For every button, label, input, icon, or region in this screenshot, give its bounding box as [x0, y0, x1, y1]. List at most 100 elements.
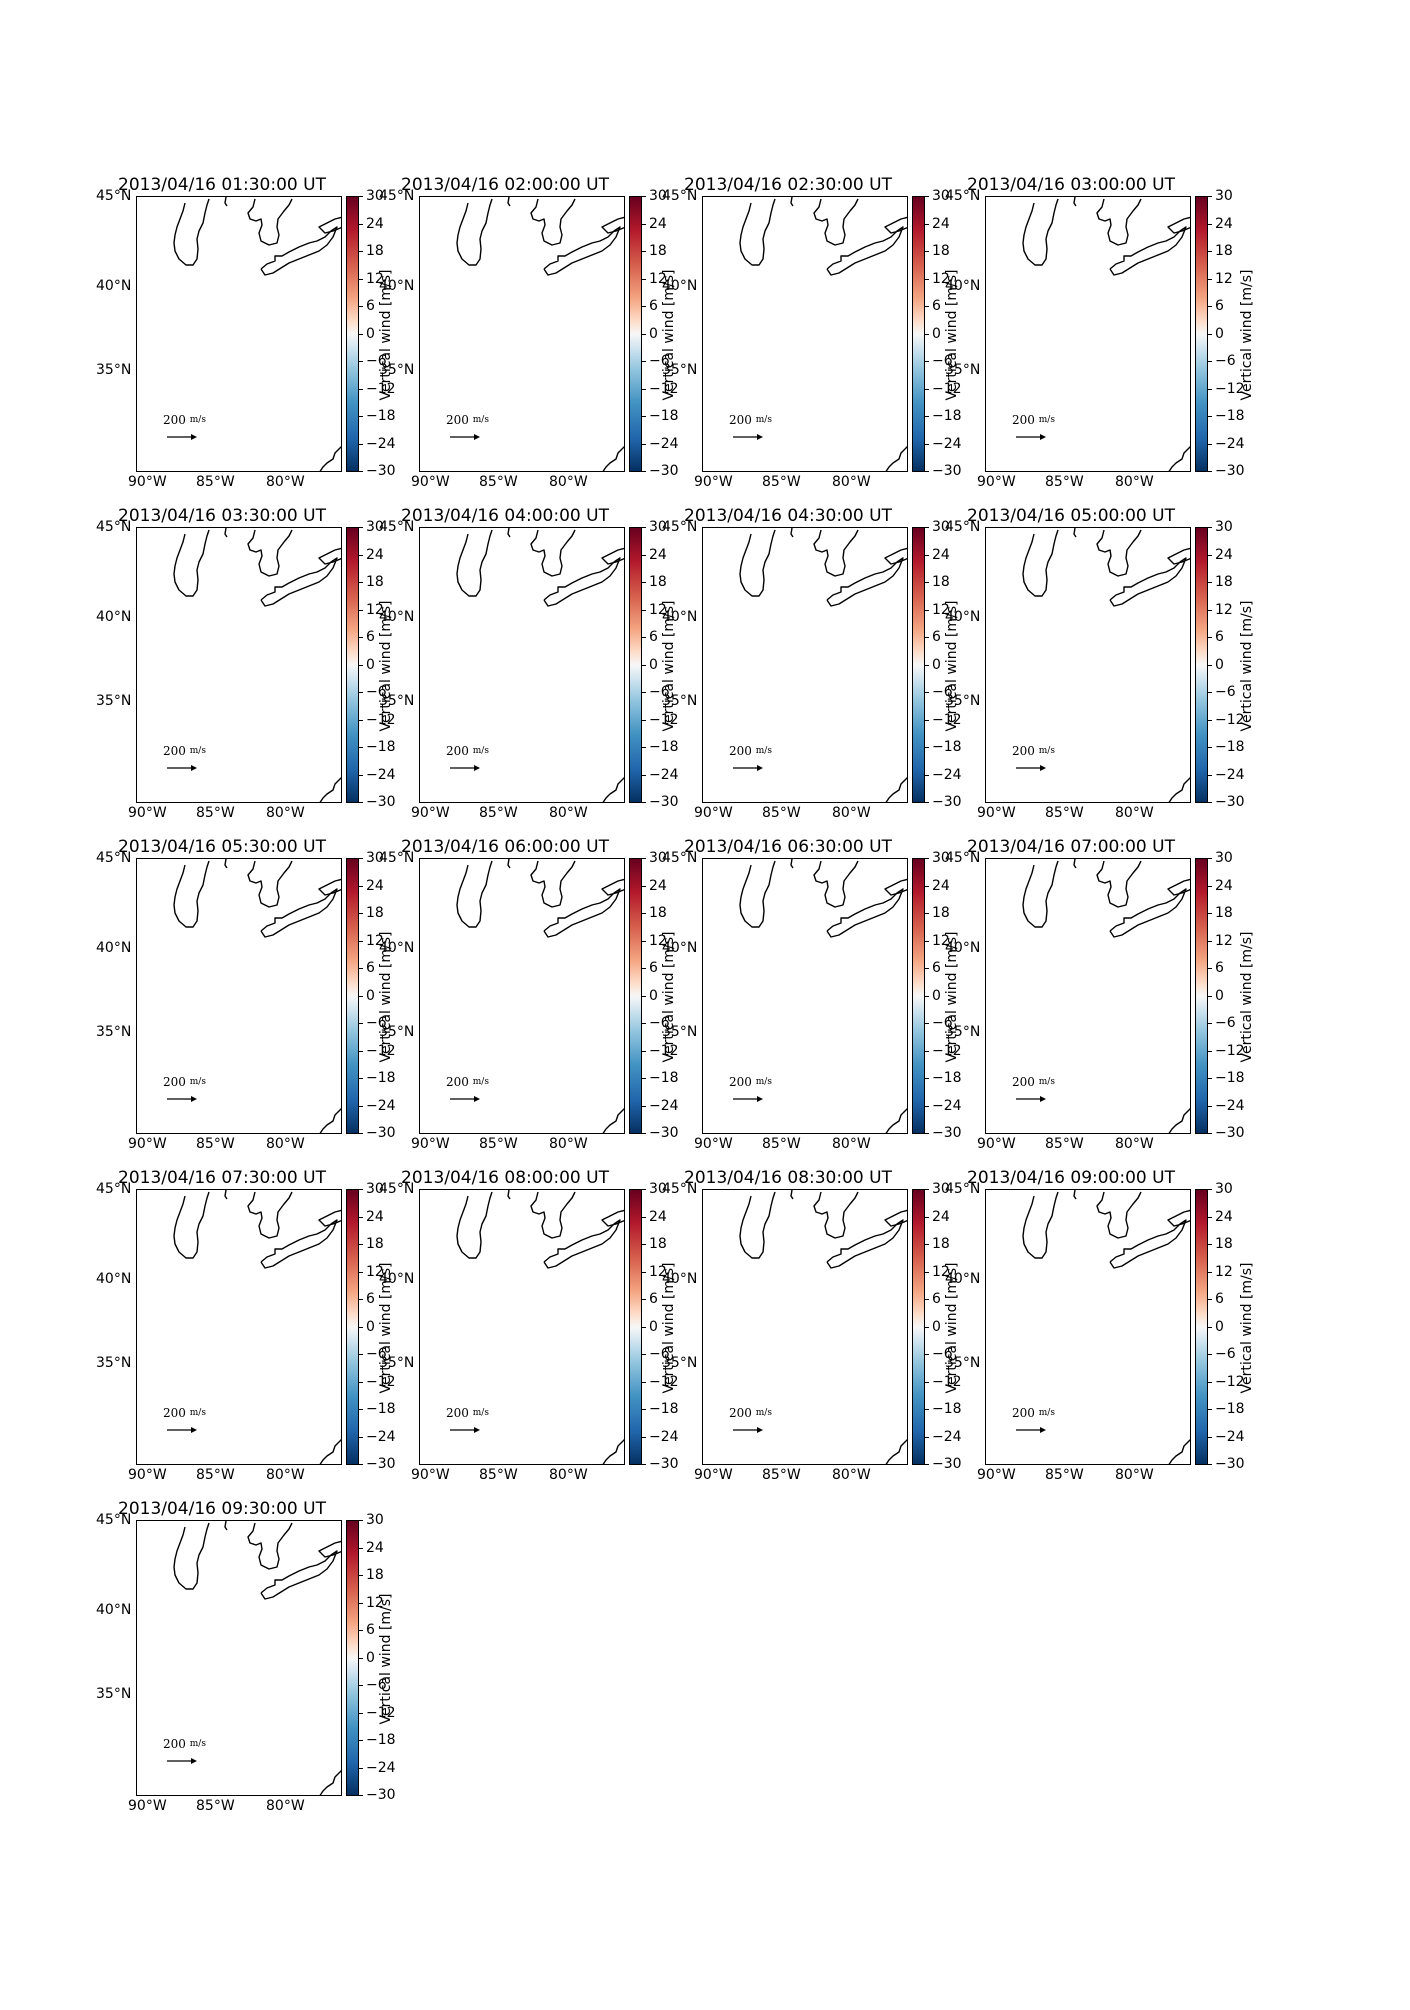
colorbar: [912, 196, 925, 472]
coastline: [1022, 860, 1059, 928]
coastline: [884, 216, 907, 234]
colorbar-tick-label: 30: [649, 1181, 667, 1197]
longitude-label: 90°W: [128, 1136, 167, 1152]
longitude-label: 80°W: [1115, 474, 1154, 490]
colorbar-tick-label: −18: [649, 408, 679, 424]
colorbar-tick-label: 12: [366, 271, 384, 287]
coastline-map: [173, 197, 341, 471]
colorbar-tick-label: −12: [1215, 1374, 1245, 1390]
coastline: [507, 1190, 511, 1200]
colorbar-tick-label: −12: [932, 1374, 962, 1390]
colorbar: [629, 858, 642, 1134]
reference-vector-label: 200 m/s: [729, 413, 772, 427]
colorbar-tick-label: −24: [649, 436, 679, 452]
coastline: [1167, 878, 1190, 896]
latitude-label: 40°N: [945, 1271, 981, 1287]
colorbar-tick-label: −18: [649, 739, 679, 755]
colorbar-tick-label: −6: [649, 684, 670, 700]
colorbar: [346, 527, 359, 803]
colorbar-tick: [359, 444, 363, 445]
colorbar-tick-label: −24: [932, 767, 962, 783]
latitude-label: 45°N: [662, 1181, 698, 1197]
latitude-label: 35°N: [662, 1024, 698, 1040]
colorbar-tick-label: −18: [1215, 1070, 1245, 1086]
colorbar-tick-label: −18: [1215, 1401, 1245, 1417]
colorbar-tick: [1208, 802, 1212, 803]
colorbar-tick: [925, 555, 929, 556]
map-panel: 2013/04/16 06:00:00 UT 200 m/s 45°N 40°N 35°…: [379, 837, 679, 1167]
colorbar: [1195, 196, 1208, 472]
coastline: [1073, 197, 1077, 207]
colorbar-tick: [359, 1051, 363, 1052]
reference-vector-label: 200 m/s: [729, 1406, 772, 1420]
latitude-label: 35°N: [379, 1355, 415, 1371]
colorbar-tick: [1208, 1189, 1212, 1190]
reference-vector-label: 200 m/s: [729, 744, 772, 758]
coastline: [319, 1439, 341, 1464]
coastline: [1168, 1439, 1190, 1464]
longitude-label: 85°W: [196, 474, 235, 490]
colorbar-title: Vertical wind [m/s]: [378, 1593, 394, 1725]
colorbar-tick: [642, 747, 646, 748]
coastline: [1073, 859, 1077, 869]
colorbar-tick: [642, 1437, 646, 1438]
colorbar-tick-label: 18: [649, 574, 667, 590]
colorbar-tick-label: −30: [649, 1125, 679, 1141]
colorbar-tick-label: −18: [932, 739, 962, 755]
coastline: [507, 528, 511, 538]
longitude-label: 90°W: [128, 1467, 167, 1483]
colorbar-tick-label: 18: [366, 243, 384, 259]
panel-title: 2013/04/16 01:30:00 UT: [118, 175, 326, 195]
colorbar-tick: [1208, 1217, 1212, 1218]
coastline: [247, 198, 293, 246]
coastline-map: [173, 1190, 341, 1464]
coastline: [543, 888, 621, 938]
colorbar-tick: [642, 610, 646, 611]
coastline-map: [173, 1521, 341, 1795]
colorbar-tick-label: 24: [1215, 547, 1233, 563]
colorbar-tick-label: 24: [932, 216, 950, 232]
colorbar-tick: [925, 886, 929, 887]
coastline-map: [456, 197, 624, 471]
coastline-map: [1022, 197, 1190, 471]
latitude-label: 45°N: [945, 1181, 981, 1197]
latitude-label: 35°N: [96, 1686, 132, 1702]
coastline: [813, 529, 859, 577]
colorbar-tick-label: 24: [649, 1209, 667, 1225]
colorbar-tick-label: 18: [932, 905, 950, 921]
colorbar-tick: [642, 389, 646, 390]
colorbar-tick: [1208, 582, 1212, 583]
panel-title: 2013/04/16 02:30:00 UT: [684, 175, 892, 195]
colorbar-tick: [642, 306, 646, 307]
colorbar-title: Vertical wind [m/s]: [1239, 1262, 1255, 1394]
colorbar-tick-label: 24: [366, 216, 384, 232]
colorbar-tick-label: −30: [1215, 1125, 1245, 1141]
coastline: [826, 226, 904, 276]
colorbar-tick-label: −6: [649, 353, 670, 369]
latitude-label: 45°N: [96, 850, 132, 866]
longitude-label: 85°W: [762, 1136, 801, 1152]
colorbar-tick-label: −24: [366, 436, 396, 452]
colorbar-tick: [642, 196, 646, 197]
colorbar-tick-label: 18: [649, 243, 667, 259]
latitude-label: 40°N: [379, 609, 415, 625]
colorbar-tick: [1208, 996, 1212, 997]
colorbar-tick: [359, 1189, 363, 1190]
colorbar-tick: [1208, 692, 1212, 693]
latitude-label: 40°N: [96, 1602, 132, 1618]
coastline: [224, 1521, 228, 1531]
longitude-label: 80°W: [266, 1467, 305, 1483]
latitude-label: 45°N: [945, 519, 981, 535]
longitude-label: 85°W: [1045, 474, 1084, 490]
colorbar-tick-label: 12: [1215, 271, 1233, 287]
colorbar-tick-label: 24: [1215, 878, 1233, 894]
colorbar-tick: [925, 1437, 929, 1438]
latitude-label: 40°N: [379, 278, 415, 294]
colorbar-tick-label: 0: [649, 988, 658, 1004]
longitude-label: 90°W: [411, 1136, 450, 1152]
colorbar-tick: [642, 1217, 646, 1218]
colorbar-tick-label: 24: [366, 878, 384, 894]
colorbar-tick-label: 30: [932, 1181, 950, 1197]
colorbar-tick: [1208, 941, 1212, 942]
map-frame: 200 m/s: [985, 858, 1191, 1134]
